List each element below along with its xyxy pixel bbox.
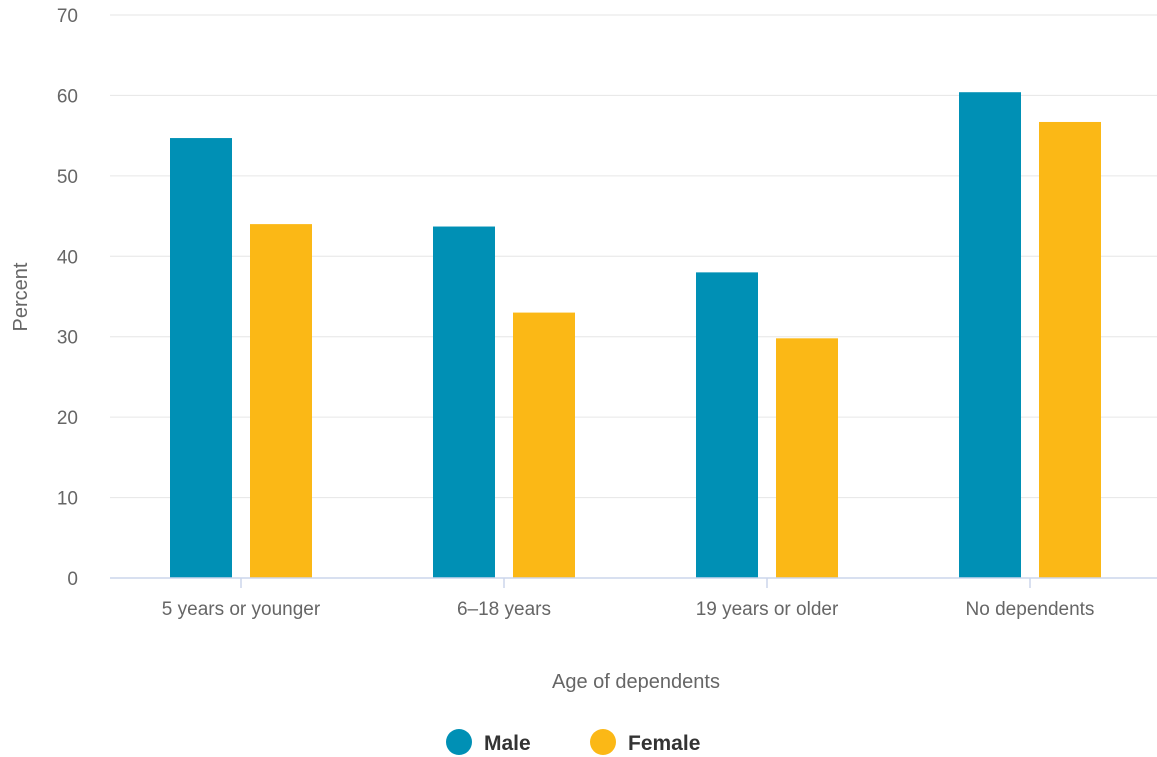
bar-male-1[interactable] (170, 138, 232, 578)
bar-male-3[interactable] (696, 272, 758, 578)
bar-female-2[interactable] (513, 312, 575, 578)
y-tick-label: 20 (57, 408, 78, 429)
y-tick-label: 40 (57, 247, 78, 268)
bar-female-4[interactable] (1039, 121, 1101, 578)
x-tick-label: 5 years or younger (162, 599, 321, 620)
y-tick-label: 0 (67, 569, 78, 590)
x-tick-label: No dependents (966, 599, 1095, 620)
bar-female-3[interactable] (776, 338, 838, 578)
legend-swatch (446, 729, 472, 755)
bar-male-4[interactable] (959, 92, 1021, 578)
legend-swatch (590, 729, 616, 755)
legend-item-male[interactable]: Male (446, 729, 531, 755)
y-tick-label: 50 (57, 167, 78, 188)
y-tick-label: 10 (57, 489, 78, 510)
bars (170, 92, 1101, 578)
bar-male-2[interactable] (433, 226, 495, 578)
y-axis-ticks: 0 10 20 30 40 50 60 70 (57, 6, 78, 590)
x-tick-label: 19 years or older (696, 599, 839, 620)
y-axis-title: Percent (10, 262, 32, 331)
legend-label: Female (628, 732, 700, 755)
y-tick-label: 70 (57, 6, 78, 27)
y-tick-label: 60 (57, 86, 78, 107)
legend-label: Male (484, 732, 531, 755)
y-tick-label: 30 (57, 328, 78, 349)
bar-female-1[interactable] (250, 224, 312, 578)
x-axis-title: Age of dependents (552, 671, 720, 693)
x-axis-ticks: 5 years or younger 6–18 years 19 years or … (162, 578, 1095, 620)
legend[interactable]: Male Female (446, 729, 700, 755)
legend-item-female[interactable]: Female (590, 729, 700, 755)
x-tick-label: 6–18 years (457, 599, 551, 620)
